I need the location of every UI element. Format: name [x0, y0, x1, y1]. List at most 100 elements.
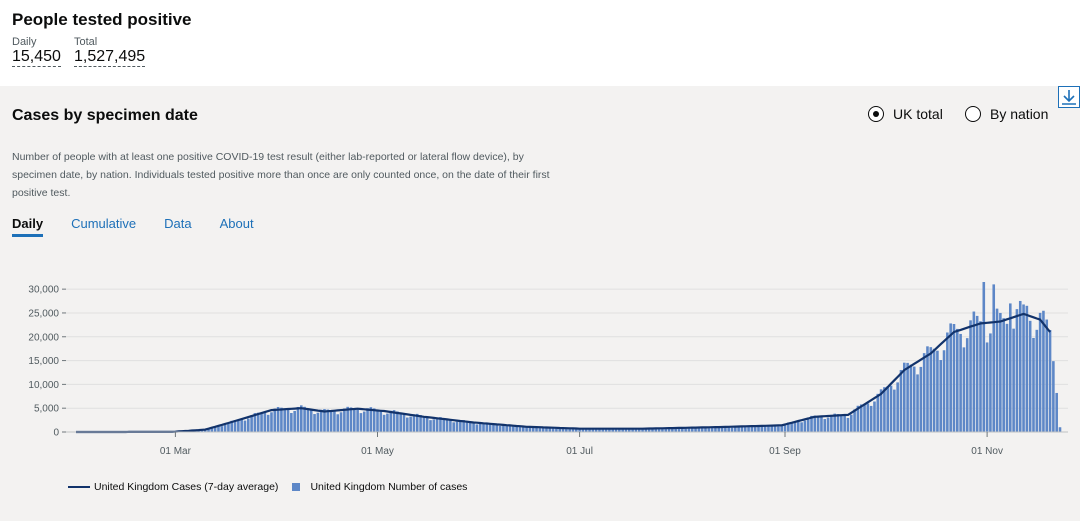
bar-daily-cases: [989, 333, 992, 432]
bar-daily-cases: [816, 416, 820, 432]
y-tick-label: 15,000: [28, 356, 59, 367]
bar-daily-cases: [561, 427, 565, 432]
bar-daily-cases: [787, 422, 790, 432]
bar-daily-cases: [548, 428, 552, 432]
bar-daily-cases: [823, 419, 827, 432]
bar-daily-cases: [263, 412, 267, 432]
bar-daily-cases: [700, 427, 704, 432]
bar-daily-cases: [541, 427, 545, 432]
bar-daily-cases: [760, 425, 764, 432]
bar-daily-cases: [724, 426, 727, 432]
bar-daily-cases: [432, 419, 436, 432]
bar-daily-cases: [717, 426, 721, 432]
radio-by-nation[interactable]: By nation: [965, 106, 1048, 122]
bar-daily-cases: [820, 417, 823, 432]
bar-daily-cases: [806, 417, 810, 432]
daily-value[interactable]: 15,450: [12, 48, 61, 67]
bar-daily-cases: [518, 426, 522, 432]
radio-uk-total[interactable]: UK total: [868, 106, 943, 122]
tab-data[interactable]: Data: [164, 216, 192, 231]
bar-daily-cases: [939, 360, 943, 432]
y-tick-label: 0: [53, 428, 59, 439]
legend-series-average[interactable]: United Kingdom Cases (7-day average): [94, 481, 279, 493]
daily-label: Daily: [12, 36, 37, 48]
y-tick-label: 5,000: [34, 404, 59, 415]
bar-daily-cases: [210, 427, 214, 432]
bar-daily-cases: [588, 428, 591, 432]
bar-daily-cases: [1032, 337, 1035, 432]
bar-daily-cases: [1012, 328, 1015, 432]
bar-daily-cases: [482, 422, 485, 432]
bar-daily-cases: [498, 425, 502, 432]
tab-about[interactable]: About: [219, 216, 254, 231]
bar-daily-cases: [869, 405, 873, 432]
bar-daily-cases: [253, 413, 257, 432]
bar-daily-cases: [488, 423, 492, 432]
bar-daily-cases: [803, 420, 807, 432]
bar-daily-cases: [462, 420, 465, 432]
bar-daily-cases: [256, 412, 260, 432]
bar-daily-cases: [684, 428, 687, 432]
bar-daily-cases: [1045, 319, 1049, 432]
bar-daily-cases: [727, 426, 730, 432]
bar-daily-cases: [624, 428, 628, 432]
bar-daily-cases: [972, 311, 976, 432]
total-value[interactable]: 1,527,495: [74, 48, 146, 67]
bar-daily-cases: [508, 424, 512, 432]
bar-daily-cases: [959, 333, 962, 432]
bar-daily-cases: [379, 411, 383, 432]
bar-daily-cases: [1035, 329, 1039, 432]
bar-daily-cases: [449, 420, 452, 432]
bar-daily-cases: [319, 409, 323, 432]
download-button[interactable]: [1058, 86, 1080, 108]
bar-daily-cases: [853, 409, 856, 432]
legend-series-cases[interactable]: United Kingdom Number of cases: [310, 481, 468, 493]
bar-daily-cases: [1058, 427, 1062, 432]
bar-daily-cases: [922, 353, 926, 432]
bar-daily-cases: [578, 428, 581, 432]
bar-daily-cases: [730, 427, 734, 432]
bar-daily-cases: [478, 423, 482, 432]
bar-daily-cases: [273, 408, 277, 432]
x-tick-label: 01 Nov: [971, 446, 1003, 457]
radio-uk-total-label: UK total: [893, 106, 943, 122]
bar-daily-cases: [409, 416, 412, 432]
bar-daily-cases: [919, 366, 923, 432]
page-title: People tested positive: [12, 10, 192, 29]
bar-daily-cases: [468, 421, 472, 432]
bar-daily-cases: [260, 412, 263, 432]
bar-daily-cases: [1042, 310, 1045, 432]
bar-daily-cases: [455, 421, 459, 432]
bar-daily-cases: [422, 416, 426, 432]
tab-daily[interactable]: Daily: [12, 216, 44, 237]
bar-daily-cases: [505, 424, 508, 432]
bar-daily-cases: [197, 430, 200, 432]
bar-daily-cases: [826, 417, 830, 432]
bar-daily-cases: [485, 422, 489, 432]
bar-daily-cases: [1025, 305, 1029, 432]
bar-daily-cases: [618, 429, 621, 432]
bar-daily-cases: [661, 428, 664, 432]
bar-daily-cases: [571, 428, 575, 432]
bar-daily-cases: [777, 426, 780, 432]
bar-daily-cases: [283, 408, 287, 432]
bar-daily-cases: [237, 419, 240, 432]
bar-daily-cases: [309, 410, 313, 432]
bar-daily-cases: [704, 427, 707, 432]
bar-daily-cases: [565, 428, 568, 432]
bar-daily-cases: [793, 421, 797, 432]
bar-daily-cases: [555, 427, 558, 432]
bar-daily-cases: [306, 408, 310, 432]
bar-daily-cases: [382, 414, 386, 432]
bar-daily-cases: [545, 428, 548, 432]
bar-daily-cases: [538, 427, 542, 432]
bar-daily-cases: [664, 428, 668, 432]
tab-cumulative[interactable]: Cumulative: [71, 216, 137, 231]
bar-daily-cases: [303, 406, 306, 432]
bar-daily-cases: [243, 420, 247, 432]
cases-chart[interactable]: 0 5,000 10,000 15,000 20,000 25,000 30,000 01 M…: [0, 256, 1080, 466]
bar-daily-cases: [220, 426, 224, 432]
bar-daily-cases: [492, 423, 495, 432]
bar-daily-cases: [936, 350, 939, 432]
bar-daily-cases: [982, 282, 986, 432]
